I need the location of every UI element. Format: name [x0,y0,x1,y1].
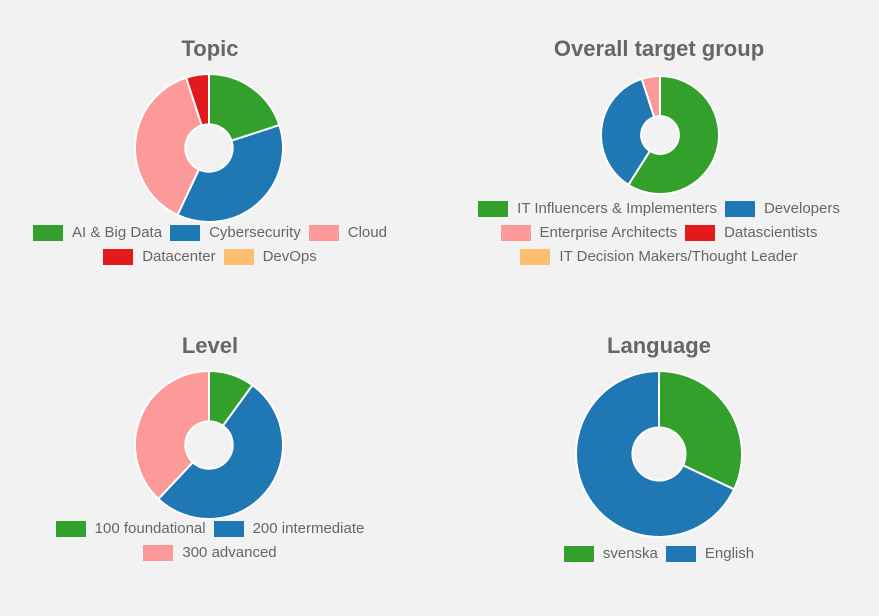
legend-label: English [704,545,755,562]
chart-legend: svenska English [449,544,869,563]
level-chart: Level 100 foundational 200 intermediate 30… [0,300,420,600]
legend-swatch [213,520,244,537]
chart-legend: 100 foundational 200 intermediate 300 adva… [0,519,420,562]
legend-swatch [665,545,696,562]
legend-item-cybersecurity[interactable]: Cybersecurity [170,223,301,242]
legend-item-datacenter[interactable]: Datacenter [103,247,216,266]
legend-swatch [143,544,174,561]
legend-label: IT Decision Makers/Thought Leader [559,248,798,265]
chart-title: Language [607,333,711,358]
donut-chart [134,369,284,520]
legend-item-it-influencers-implementers[interactable]: IT Influencers & Implementers [478,199,717,218]
slice-enterprise-architects[interactable] [640,74,661,119]
slice-datacenter[interactable] [184,72,210,127]
legend-label: Datacenter [142,248,216,265]
slice-developers[interactable] [600,77,656,187]
slice-cybersecurity[interactable] [176,123,284,223]
legend-swatch [223,248,254,265]
slice-svenska[interactable] [658,369,743,491]
legend-item-it-decision-makers-thought-leader[interactable]: IT Decision Makers/Thought Leader [520,247,798,266]
slice-200-intermediate[interactable] [156,383,284,520]
legend-label: Developers [763,200,840,217]
chart-legend: AI & Big Data Cybersecurity Cloud Datacente… [0,223,420,266]
legend-swatch [170,224,201,241]
legend-label: IT Influencers & Implementers [517,200,717,217]
language-chart: Language svenska English [449,300,869,600]
legend-swatch [500,224,531,241]
legend-item-enterprise-architects[interactable]: Enterprise Architects [500,223,678,242]
legend-swatch [478,200,509,217]
chart-title: Overall target group [553,36,765,61]
chart-title: Level [181,333,239,358]
legend-item-100-foundational[interactable]: 100 foundational [55,519,206,538]
legend-label: 300 advanced [182,544,277,561]
legend-swatch [308,224,339,241]
topic-chart: Topic AI & Big Data Cybersecurity Cloud Dat… [0,0,420,300]
legend-item-devops[interactable]: DevOps [223,247,317,266]
legend-label: svenska [602,545,658,562]
legend-item-datascientists[interactable]: Datascientists [685,223,817,242]
legend-item-english[interactable]: English [665,544,755,563]
legend-swatch [563,545,594,562]
legend-swatch [33,224,64,241]
legend-label: Cloud [347,224,387,241]
legend-label: Datascientists [724,224,818,241]
legend-item-developers[interactable]: Developers [724,199,840,218]
legend-label: Enterprise Architects [539,224,678,241]
legend-swatch [685,224,716,241]
legend-label: 200 intermediate [252,520,365,537]
legend-swatch [724,200,755,217]
slice-english[interactable] [575,369,736,538]
legend-item-ai-big-data[interactable]: AI & Big Data [33,223,162,242]
legend-label: Cybersecurity [209,224,301,241]
donut-chart [134,72,284,223]
slice-300-advanced[interactable] [134,369,210,501]
donut-chart [600,74,720,195]
legend-label: 100 foundational [94,520,206,537]
legend-swatch [55,520,86,537]
legend-label: DevOps [262,248,317,265]
slice-cloud[interactable] [134,76,203,217]
slice-it-influencers-implementers[interactable] [627,74,720,195]
legend-swatch [520,248,551,265]
legend-item-cloud[interactable]: Cloud [308,223,387,242]
legend-item-200-intermediate[interactable]: 200 intermediate [213,519,365,538]
slice-ai-big-data[interactable] [208,72,281,142]
chart-legend: IT Influencers & Implementers Developers E… [449,199,869,266]
legend-item-300-advanced[interactable]: 300 advanced [143,543,277,562]
donut-chart [575,369,743,538]
legend-item-svenska[interactable]: svenska [563,544,658,563]
legend-swatch [103,248,134,265]
legend-label: AI & Big Data [72,224,163,241]
chart-title: Topic [181,36,239,61]
overall-target-group-chart: Overall target group IT Influencers & Im… [449,0,869,300]
